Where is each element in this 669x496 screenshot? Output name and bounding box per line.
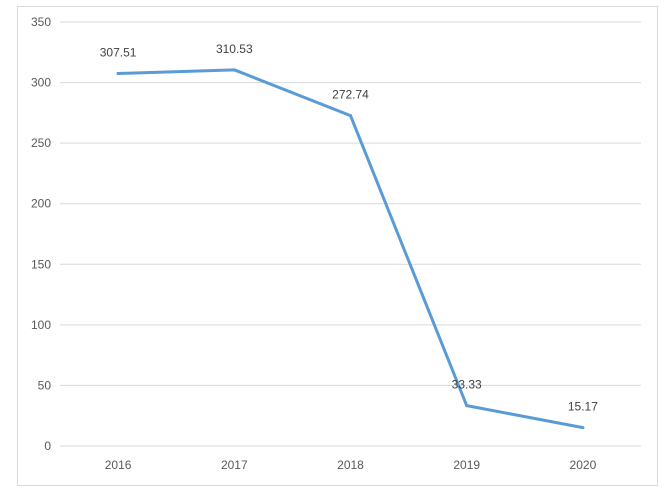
x-axis-tick-labels: 2016 2017 2018 2019 2020 [105,458,597,472]
data-label: 310.53 [216,42,253,56]
x-tick-label: 2018 [337,458,364,472]
data-point [232,68,236,72]
data-label: 15.17 [568,400,598,414]
y-tick-label: 50 [38,378,52,392]
y-tick-label: 350 [31,15,51,29]
data-point [581,426,585,430]
y-axis-tick-labels: 0 50 100 150 200 250 300 350 [31,15,51,453]
y-tick-label: 150 [31,257,51,271]
x-tick-label: 2016 [105,458,132,472]
data-point [465,404,469,408]
y-tick-label: 300 [31,76,51,90]
chart-frame [17,6,658,486]
data-point [349,114,352,118]
series-line-group [116,68,585,430]
x-tick-label: 2017 [221,458,248,472]
data-label: 272.74 [332,88,369,102]
gridlines [60,21,641,447]
data-labels: 307.51 310.53 272.74 33.33 15.17 [100,42,598,414]
y-tick-label: 200 [31,197,51,211]
x-tick-label: 2020 [570,458,597,472]
y-tick-label: 100 [31,318,51,332]
data-label: 33.33 [452,378,482,392]
series-line [116,68,585,430]
data-point [116,71,120,75]
y-tick-label: 250 [31,136,51,150]
x-tick-label: 2019 [453,458,480,472]
data-label: 307.51 [100,45,137,59]
y-tick-label: 0 [44,439,51,453]
